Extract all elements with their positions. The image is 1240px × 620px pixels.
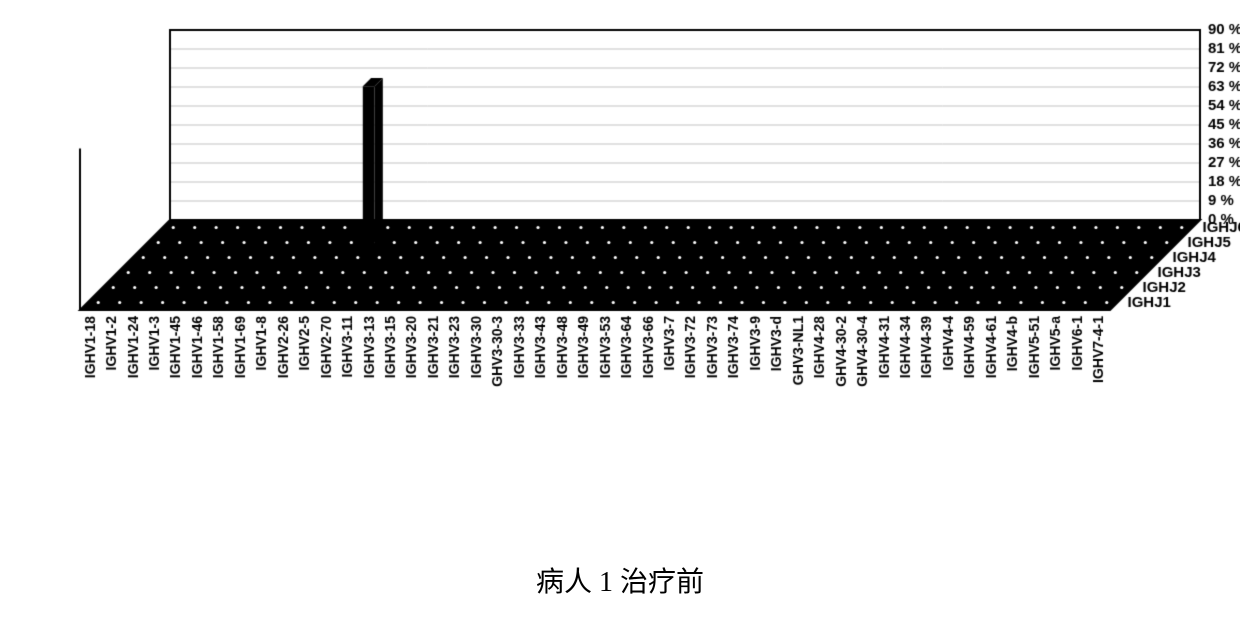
figure-caption: 病人 1 治疗前: [0, 560, 1240, 600]
vj-usage-3d-bar-chart: [0, 0, 1240, 560]
